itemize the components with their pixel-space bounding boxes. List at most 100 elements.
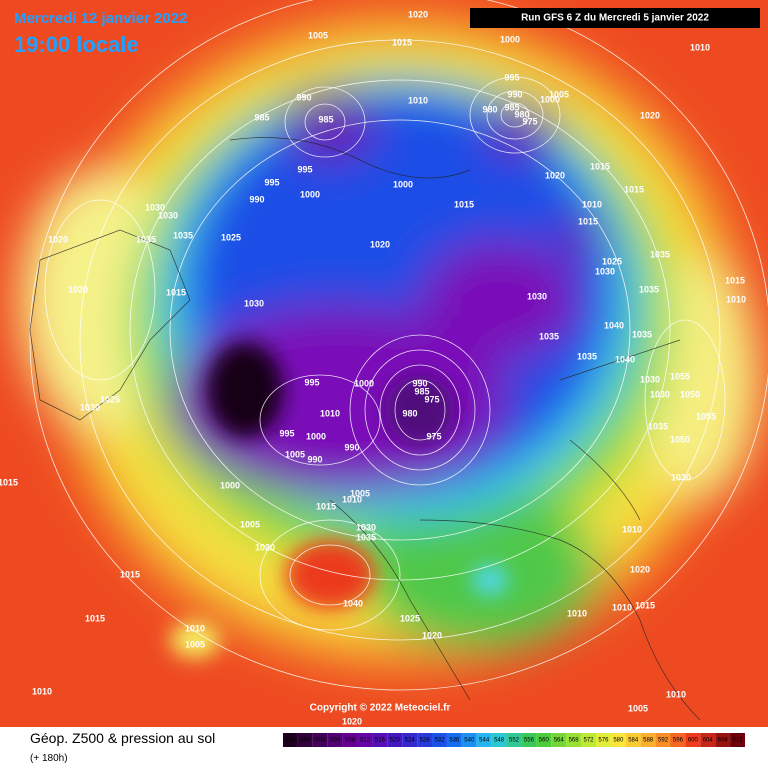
isobar-label: 1015 <box>624 184 644 194</box>
isobar-label: 1010 <box>342 494 362 504</box>
colorbar-label: 504 <box>330 738 341 744</box>
isobar-label: 995 <box>279 428 294 438</box>
isobar-label: 985 <box>254 112 269 122</box>
isobar-label: 1030 <box>80 402 100 412</box>
isobar-label: 1030 <box>145 202 165 212</box>
isobar-label: 1000 <box>393 179 413 189</box>
colorbar-label: 532 <box>434 738 445 744</box>
isobar-label: 1010 <box>185 623 205 633</box>
isobar-label: 995 <box>264 177 279 187</box>
isobar-label: 1030 <box>671 472 691 482</box>
colorbar-label: 572 <box>584 738 595 744</box>
isobar-label: 1020 <box>408 9 428 19</box>
isobar-label: 1020 <box>640 110 660 120</box>
isobar-label: 990 <box>307 454 322 464</box>
isobar-label: 1015 <box>392 37 412 47</box>
lead-time: (+ 180h) <box>30 753 68 764</box>
colorbar-label: 492 <box>285 738 296 744</box>
isobar-label: 1035 <box>577 351 597 361</box>
isobar-label: 1005 <box>185 639 205 649</box>
colorbar-label: 580 <box>613 738 624 744</box>
colorbar-cell <box>283 733 298 747</box>
colorbar-cell <box>417 733 433 747</box>
colorbar-cell <box>640 733 656 747</box>
colorbar-cell <box>655 733 671 747</box>
isobar-label: 990 <box>249 194 264 204</box>
colorbar-cell <box>506 733 522 747</box>
isobar-label: 1010 <box>726 294 746 304</box>
colorbar-cell <box>387 733 403 747</box>
isobar-label: 1030 <box>527 291 547 301</box>
isobar-label: 1020 <box>422 630 442 640</box>
colorbar-cell <box>402 733 418 747</box>
isobar-label: 990 <box>412 378 427 388</box>
colorbar-cell <box>610 733 626 747</box>
isobar-label: 1005 <box>308 30 328 40</box>
isobar-label: 1035 <box>648 421 668 431</box>
colorbar-cell <box>491 733 507 747</box>
isobar-label: 1040 <box>343 598 363 608</box>
isobar-label: 1015 <box>454 199 474 209</box>
colorbar-label: 496 <box>300 738 311 744</box>
isobar-label: 1055 <box>696 411 716 421</box>
coastlines <box>29 137 701 721</box>
isobar-label: 1020 <box>545 170 565 180</box>
colorbar-label: 524 <box>405 738 416 744</box>
isobar-label: 1035 <box>632 329 652 339</box>
isobar-label: 980 <box>514 109 529 119</box>
isobar-label: 1010 <box>582 199 602 209</box>
colorbar-label: 604 <box>703 738 714 744</box>
colorbar-label: 568 <box>569 738 580 744</box>
colorbar-cell <box>730 733 745 747</box>
colorbar-label: 516 <box>375 738 386 744</box>
colorbar-label: 588 <box>643 738 654 744</box>
isobar-label: 1025 <box>100 394 120 404</box>
isobar-label: 1020 <box>630 564 650 574</box>
isobar-label: 1000 <box>354 378 374 388</box>
colorbar-cell <box>327 733 343 747</box>
colorbar-cell <box>461 733 477 747</box>
isobar-label: 1025 <box>400 613 420 623</box>
colorbar-label: 596 <box>673 738 684 744</box>
isobar-label: 1000 <box>300 189 320 199</box>
colorbar-label: 560 <box>539 738 550 744</box>
isobar-label: 1010 <box>622 524 642 534</box>
colorbar-cell <box>685 733 701 747</box>
field-details <box>170 342 508 658</box>
isobar-label: 1035 <box>650 249 670 259</box>
isobar-label: 1005 <box>549 89 569 99</box>
isobar-label: 990 <box>344 442 359 452</box>
colorbar-cell <box>297 733 313 747</box>
isobar-label: 1000 <box>220 480 240 490</box>
map-title: Mercredi 12 janvier 2022 <box>14 10 187 27</box>
colorbar-label: 564 <box>554 738 565 744</box>
isobar-label: 1000 <box>500 34 520 44</box>
colorbar-label: 540 <box>464 738 475 744</box>
isobar-label: 1015 <box>316 501 336 511</box>
colorbar-label: 500 <box>315 738 326 744</box>
colorbar-cell <box>551 733 567 747</box>
colorbar-cell <box>312 733 328 747</box>
valid-time: 19:00 locale <box>14 32 139 57</box>
isobar-label: 1010 <box>612 602 632 612</box>
isobar-label: 1020 <box>68 284 88 294</box>
isobar-label: 1030 <box>158 210 178 220</box>
isobar-label: 1040 <box>604 320 624 330</box>
copyright: Copyright © 2022 Meteociel.fr <box>310 703 451 714</box>
isobar-label: 1015 <box>635 600 655 610</box>
isobar-label: 1035 <box>136 234 156 244</box>
isobar-label: 1010 <box>408 95 428 105</box>
colorbar-label: 600 <box>688 738 699 744</box>
isobar-label: 1005 <box>350 488 370 498</box>
colorbar-cell <box>625 733 641 747</box>
isobar-label: 980 <box>482 104 497 114</box>
colorbar-cell <box>432 733 447 747</box>
isobar-label: 1015 <box>590 161 610 171</box>
isobar-label: 995 <box>304 377 319 387</box>
colorbar-cell <box>715 733 731 747</box>
isobar-label: 1015 <box>0 477 18 487</box>
colorbar: 492 496 500 504 508 512 516 520 524 528 532 536 540 5… <box>283 733 745 747</box>
isobar-label: 995 <box>504 72 519 82</box>
colorbar-cell <box>372 733 388 747</box>
